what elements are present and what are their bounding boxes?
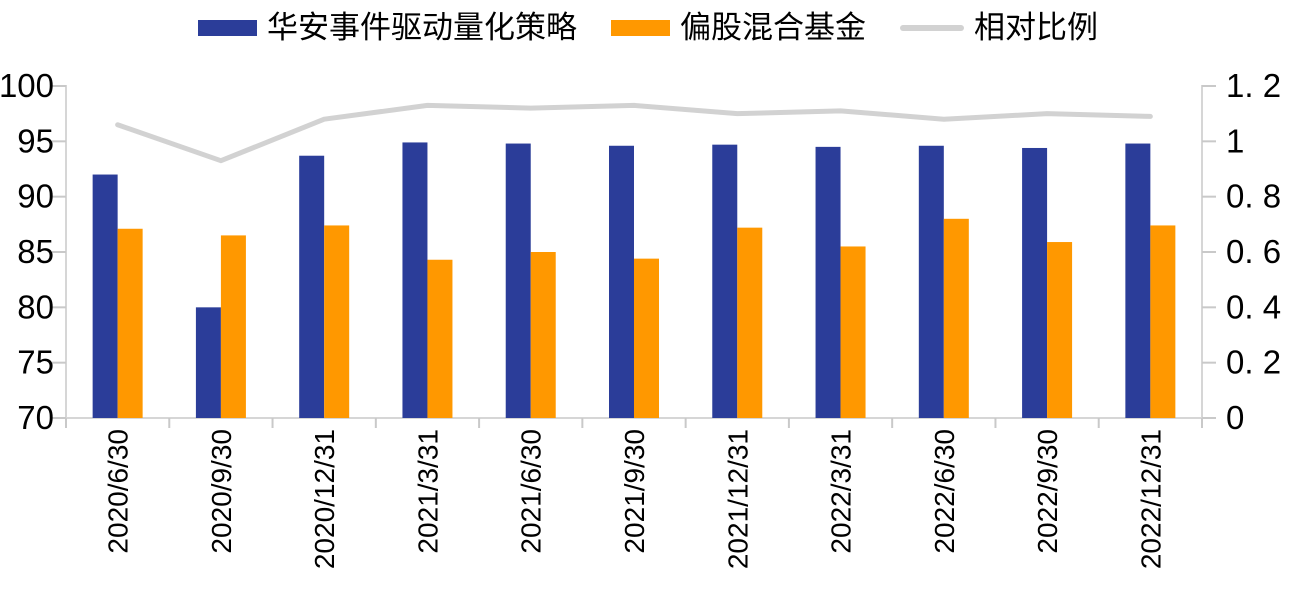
legend-item-strategy: 华安事件驱动量化策略 xyxy=(198,10,577,46)
x-axis-label: 2022/6/30 xyxy=(929,429,960,554)
bar-fund xyxy=(1150,225,1176,418)
legend-label-strategy: 华安事件驱动量化策略 xyxy=(267,10,577,46)
bar-fund xyxy=(1047,242,1073,418)
bar-strategy xyxy=(1125,143,1151,418)
x-axis-label: 2021/9/30 xyxy=(619,429,650,554)
y-axis-right-label: 0 xyxy=(1226,399,1244,436)
y-axis-left-label: 80 xyxy=(17,288,54,325)
legend-label-fund: 偏股混合基金 xyxy=(680,10,866,46)
x-axis-label: 2020/12/31 xyxy=(309,429,340,569)
bar-strategy xyxy=(195,307,221,418)
legend-swatch-strategy xyxy=(198,20,257,36)
y-axis-right-label: 0. 4 xyxy=(1226,288,1281,325)
y-axis-left-label: 90 xyxy=(17,178,54,215)
bar-strategy xyxy=(712,144,738,419)
y-axis-right-label: 1. 2 xyxy=(1226,67,1281,104)
chart-legend: 华安事件驱动量化策略 偏股混合基金 相对比例 xyxy=(0,0,1296,52)
bar-strategy xyxy=(918,145,944,418)
bar-strategy xyxy=(299,155,325,418)
x-axis-label: 2022/12/31 xyxy=(1135,429,1166,569)
ratio-line xyxy=(115,102,1153,164)
y-axis-right-label: 0. 8 xyxy=(1226,178,1281,215)
bar-strategy xyxy=(402,142,428,418)
legend-swatch-fund xyxy=(611,20,670,36)
bar-strategy xyxy=(505,143,531,418)
bar-strategy xyxy=(609,145,634,418)
x-axis-label: 2021/3/31 xyxy=(412,429,443,554)
y-axis-left-label: 95 xyxy=(17,122,54,159)
bar-fund xyxy=(634,258,659,418)
x-axis-label: 2021/12/31 xyxy=(722,429,753,569)
x-axis-label: 2020/9/30 xyxy=(206,429,237,554)
x-axis-label: 2022/9/30 xyxy=(1032,429,1063,554)
bar-fund xyxy=(530,252,556,418)
y-axis-left-label: 85 xyxy=(17,233,54,270)
legend-item-fund: 偏股混合基金 xyxy=(611,10,866,46)
bar-fund xyxy=(737,227,763,418)
bar-fund xyxy=(943,218,969,418)
y-axis-right-label: 0. 2 xyxy=(1226,344,1281,381)
y-axis-right-label: 0. 6 xyxy=(1226,233,1281,270)
y-axis-left-label: 100 xyxy=(0,67,54,104)
bar-fund xyxy=(324,225,350,418)
x-axis-label: 2020/6/30 xyxy=(103,429,134,554)
x-axis-label: 2022/3/31 xyxy=(826,429,857,554)
bar-fund xyxy=(220,235,246,418)
legend-label-ratio: 相对比例 xyxy=(974,10,1098,46)
y-axis-left-label: 75 xyxy=(17,344,54,381)
legend-item-ratio: 相对比例 xyxy=(900,10,1098,46)
bar-strategy xyxy=(92,174,118,418)
y-axis-left-label: 70 xyxy=(17,399,54,436)
bar-fund xyxy=(840,246,866,418)
bar-strategy xyxy=(1022,147,1048,418)
bar-strategy xyxy=(815,146,841,418)
legend-swatch-ratio-line xyxy=(900,25,964,31)
y-axis-right-label: 1 xyxy=(1226,122,1244,159)
bar-fund xyxy=(117,228,143,418)
x-axis-label: 2021/6/30 xyxy=(516,429,547,554)
bar-fund xyxy=(427,259,453,418)
